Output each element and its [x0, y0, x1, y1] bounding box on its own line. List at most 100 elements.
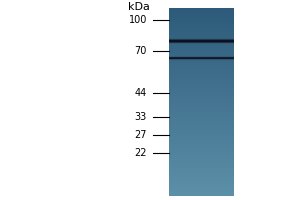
Bar — [169, 42, 234, 43]
Bar — [169, 81, 234, 82]
Bar — [169, 146, 234, 147]
Bar — [169, 121, 234, 122]
Bar — [169, 17, 234, 18]
Bar — [169, 40, 234, 41]
Bar — [169, 111, 234, 112]
Bar — [169, 119, 234, 120]
Bar — [169, 105, 234, 106]
Bar — [169, 71, 234, 72]
Bar — [169, 95, 234, 96]
Bar — [169, 91, 234, 92]
Bar — [169, 131, 234, 132]
Bar — [169, 130, 234, 131]
Bar — [169, 86, 234, 87]
Bar — [169, 129, 234, 130]
Bar — [169, 188, 234, 189]
Bar — [169, 185, 234, 186]
Bar — [169, 136, 234, 137]
Bar — [169, 104, 234, 105]
Bar — [169, 194, 234, 195]
Bar — [169, 87, 234, 88]
Bar — [169, 38, 234, 39]
Bar — [169, 190, 234, 191]
Text: 44: 44 — [135, 88, 147, 98]
Bar — [169, 25, 234, 26]
Bar — [169, 99, 234, 100]
Bar — [169, 35, 234, 36]
Bar — [169, 157, 234, 158]
Bar — [169, 47, 234, 48]
Bar — [169, 175, 234, 176]
Bar — [169, 123, 234, 124]
Bar — [169, 169, 234, 170]
Bar — [169, 81, 234, 82]
Bar — [169, 45, 234, 46]
Bar — [169, 170, 234, 171]
Bar — [169, 74, 234, 75]
Bar — [169, 36, 234, 37]
Bar — [169, 74, 234, 75]
Bar — [169, 121, 234, 122]
Bar — [169, 173, 234, 174]
Bar — [169, 116, 234, 117]
Bar — [169, 153, 234, 154]
Bar — [169, 115, 234, 116]
Bar — [169, 133, 234, 134]
Bar — [169, 189, 234, 190]
Bar — [169, 163, 234, 164]
Bar — [169, 29, 234, 30]
Bar — [169, 128, 234, 129]
Bar — [169, 133, 234, 134]
Bar — [169, 79, 234, 80]
Bar — [169, 141, 234, 142]
Bar — [169, 124, 234, 125]
Bar — [169, 73, 234, 74]
Bar — [169, 96, 234, 97]
Bar — [169, 43, 234, 44]
Bar — [169, 16, 234, 17]
Bar — [169, 109, 234, 110]
Bar — [169, 137, 234, 138]
Bar — [169, 47, 234, 48]
Bar — [169, 77, 234, 78]
Bar — [169, 67, 234, 68]
Bar — [169, 164, 234, 165]
Bar — [169, 183, 234, 184]
Bar — [169, 46, 234, 47]
Bar — [169, 174, 234, 175]
Bar — [169, 167, 234, 168]
Bar — [169, 22, 234, 23]
Bar — [169, 134, 234, 135]
Bar — [169, 57, 234, 58]
Bar — [169, 181, 234, 182]
Bar — [169, 93, 234, 94]
Bar — [169, 18, 234, 19]
Text: 33: 33 — [135, 112, 147, 122]
Bar — [169, 64, 234, 65]
Bar — [169, 184, 234, 185]
Bar — [169, 82, 234, 83]
Bar — [169, 34, 234, 35]
Bar — [169, 148, 234, 149]
Bar — [169, 90, 234, 91]
Bar — [169, 138, 234, 139]
Bar — [169, 89, 234, 90]
Bar — [169, 110, 234, 111]
Bar — [169, 166, 234, 167]
Bar — [169, 158, 234, 159]
Bar — [169, 33, 234, 34]
Bar — [169, 14, 234, 15]
Bar — [169, 190, 234, 191]
Bar — [169, 123, 234, 124]
Bar — [169, 176, 234, 177]
Bar — [169, 140, 234, 141]
Text: 70: 70 — [135, 46, 147, 56]
Bar — [169, 101, 234, 102]
Bar — [169, 108, 234, 109]
Bar — [169, 54, 234, 55]
Bar — [169, 117, 234, 118]
Bar — [169, 13, 234, 14]
Bar — [169, 145, 234, 146]
Bar — [169, 68, 234, 69]
Bar — [169, 52, 234, 53]
